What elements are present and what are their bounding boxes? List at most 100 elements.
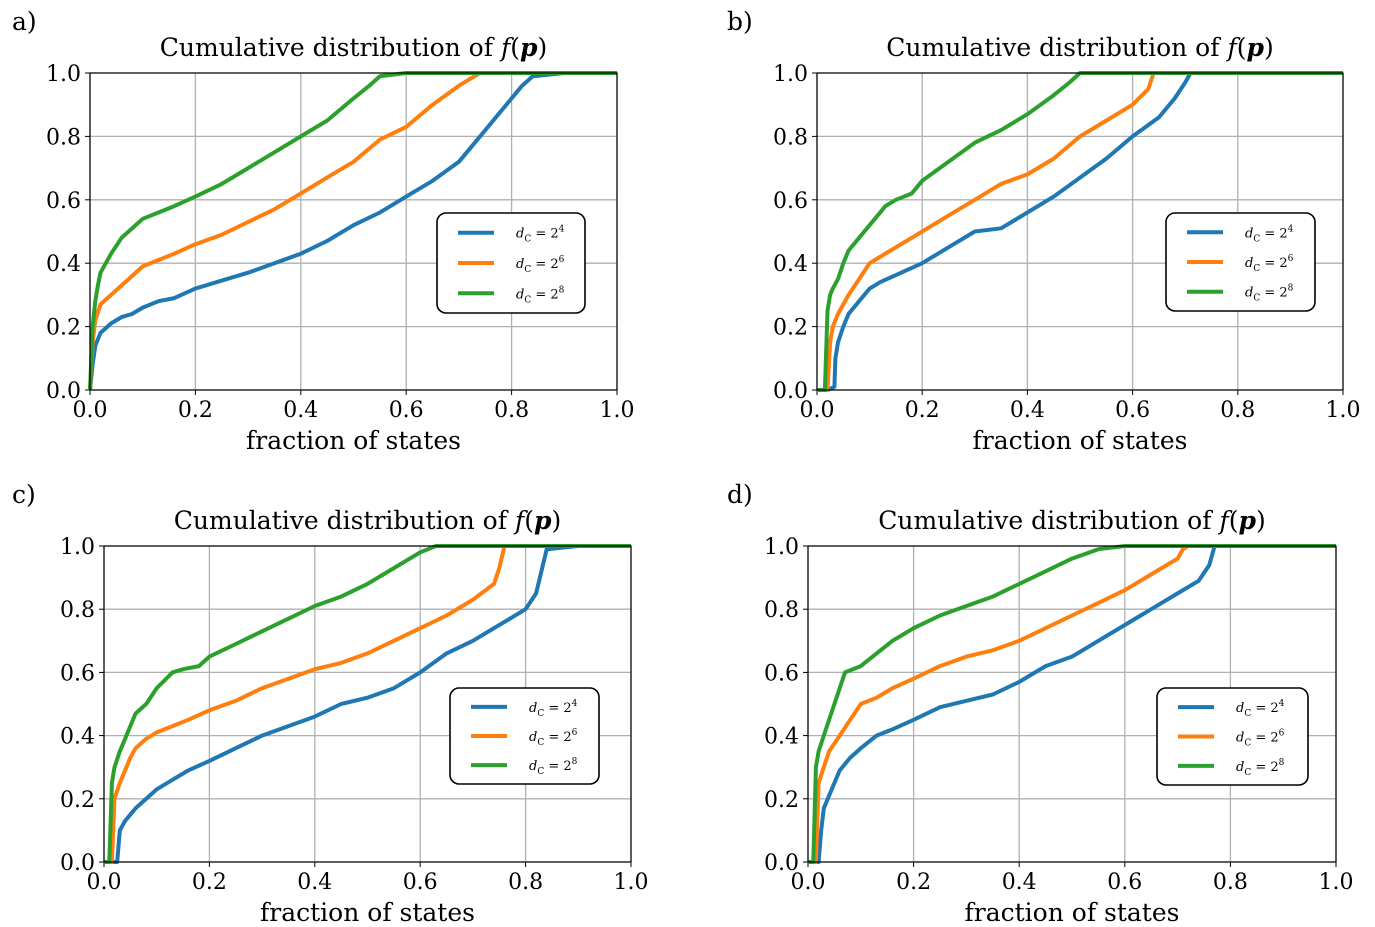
legend-label: dC = 24 <box>516 225 565 245</box>
legend: dC = 24 dC = 26 dC = 28 <box>1156 687 1309 786</box>
legend-label: dC = 26 <box>529 728 578 748</box>
x-tick-label: 1.0 <box>600 398 635 423</box>
x-tick-label: 0.2 <box>896 870 931 895</box>
x-tick-label: 0.2 <box>192 870 227 895</box>
plot-frame <box>89 72 618 391</box>
x-tick-label: 0.0 <box>791 870 826 895</box>
x-tick-label: 1.0 <box>1326 398 1361 423</box>
legend-label: dC = 26 <box>516 255 565 275</box>
y-tick-label: 0.8 <box>773 125 808 150</box>
series-line <box>88 71 617 391</box>
series-line <box>104 544 631 864</box>
plot-frame <box>807 545 1337 863</box>
legend-label: dC = 24 <box>529 699 578 719</box>
x-tick-label: 0.4 <box>283 398 318 423</box>
x-axis-label: fraction of states <box>246 426 461 455</box>
x-tick-label: 0.4 <box>1002 870 1037 895</box>
y-tick-label: 0.4 <box>46 252 81 277</box>
panel-label: b) <box>727 7 753 36</box>
legend: dC = 24 dC = 26 dC = 28 <box>449 687 600 785</box>
y-tick-label: 0.2 <box>764 788 799 813</box>
plot-frame <box>103 545 632 863</box>
series-line <box>808 544 1336 864</box>
y-tick-label: 0.2 <box>773 316 808 341</box>
x-tick-label: 0.0 <box>800 398 835 423</box>
series-line <box>817 71 1343 392</box>
legend-label: dC = 26 <box>1245 254 1294 274</box>
panel-label: c) <box>12 480 36 509</box>
x-tick-label: 0.8 <box>508 870 543 895</box>
x-tick-label: 0.2 <box>905 398 940 423</box>
legend-box <box>1165 212 1316 312</box>
legend-label: dC = 24 <box>1236 699 1285 719</box>
y-tick-label: 0.2 <box>46 316 81 341</box>
y-tick-label: 0.8 <box>46 125 81 150</box>
legend-box <box>449 687 600 785</box>
y-tick-label: 0.8 <box>764 598 799 623</box>
chart-panel: a) Cumulative distribution of f(p) 0.0 0.2 0… <box>12 7 635 455</box>
x-tick-label: 0.4 <box>1010 398 1045 423</box>
chart-title: Cumulative distribution of f(p) <box>174 506 561 535</box>
y-tick-label: 1.0 <box>764 535 799 560</box>
legend-label: dC = 24 <box>1245 224 1294 244</box>
x-tick-label: 0.6 <box>1115 398 1150 423</box>
y-tick-label: 0.0 <box>773 379 808 404</box>
y-tick-label: 0.2 <box>60 788 95 813</box>
x-tick-label: 0.8 <box>1220 398 1255 423</box>
legend-label: dC = 28 <box>1245 284 1294 304</box>
x-tick-label: 0.2 <box>178 398 213 423</box>
y-tick-label: 0.6 <box>60 661 95 686</box>
x-axis-label: fraction of states <box>973 426 1188 455</box>
y-tick-label: 0.4 <box>773 252 808 277</box>
y-tick-label: 0.4 <box>60 725 95 750</box>
x-tick-label: 0.8 <box>494 398 529 423</box>
chart-title: Cumulative distribution of f(p) <box>886 33 1273 62</box>
series-line <box>104 544 631 864</box>
y-tick-label: 1.0 <box>46 62 81 87</box>
legend-label: dC = 28 <box>1236 758 1285 778</box>
legend-box <box>436 212 586 314</box>
chart-title: Cumulative distribution of f(p) <box>160 33 547 62</box>
x-tick-label: 1.0 <box>614 870 649 895</box>
y-tick-label: 1.0 <box>60 535 95 560</box>
y-tick-label: 0.6 <box>773 189 808 214</box>
x-tick-label: 1.0 <box>1319 870 1354 895</box>
chart-title: Cumulative distribution of f(p) <box>878 506 1265 535</box>
x-axis-label: fraction of states <box>260 898 475 927</box>
y-tick-label: 0.0 <box>764 851 799 876</box>
legend-label: dC = 26 <box>1236 729 1285 749</box>
x-tick-label: 0.8 <box>1213 870 1248 895</box>
series-line <box>817 71 1343 392</box>
panel-label: a) <box>12 7 37 36</box>
x-tick-label: 0.4 <box>297 870 332 895</box>
panel-label: d) <box>727 480 753 509</box>
series-line <box>817 71 1343 392</box>
chart-panel: c) Cumulative distribution of f(p) 0.0 0.2 0… <box>12 480 649 927</box>
y-tick-label: 0.4 <box>764 725 799 750</box>
series-line <box>104 544 631 864</box>
x-tick-label: 0.6 <box>1107 870 1142 895</box>
series-line <box>88 71 617 391</box>
plot-frame <box>816 72 1344 391</box>
x-tick-label: 0.6 <box>389 398 424 423</box>
series-line <box>88 71 617 391</box>
series-line <box>808 544 1336 864</box>
x-tick-label: 0.0 <box>87 870 122 895</box>
legend-box <box>1156 687 1309 786</box>
y-tick-label: 0.8 <box>60 598 95 623</box>
legend-label: dC = 28 <box>516 285 565 305</box>
chart-panel: b) Cumulative distribution of f(p) 0.0 0.2 0… <box>727 7 1361 455</box>
x-tick-label: 0.6 <box>403 870 438 895</box>
x-tick-label: 0.0 <box>73 398 108 423</box>
y-tick-label: 1.0 <box>773 62 808 87</box>
y-tick-label: 0.6 <box>46 189 81 214</box>
y-tick-label: 0.6 <box>764 661 799 686</box>
series-line <box>808 544 1336 864</box>
legend: dC = 24 dC = 26 dC = 28 <box>436 212 586 314</box>
legend: dC = 24 dC = 26 dC = 28 <box>1165 212 1316 312</box>
legend-label: dC = 28 <box>529 757 578 777</box>
x-axis-label: fraction of states <box>965 898 1180 927</box>
y-tick-label: 0.0 <box>60 851 95 876</box>
chart-panel: d) Cumulative distribution of f(p) 0.0 0.2 0… <box>727 480 1354 927</box>
